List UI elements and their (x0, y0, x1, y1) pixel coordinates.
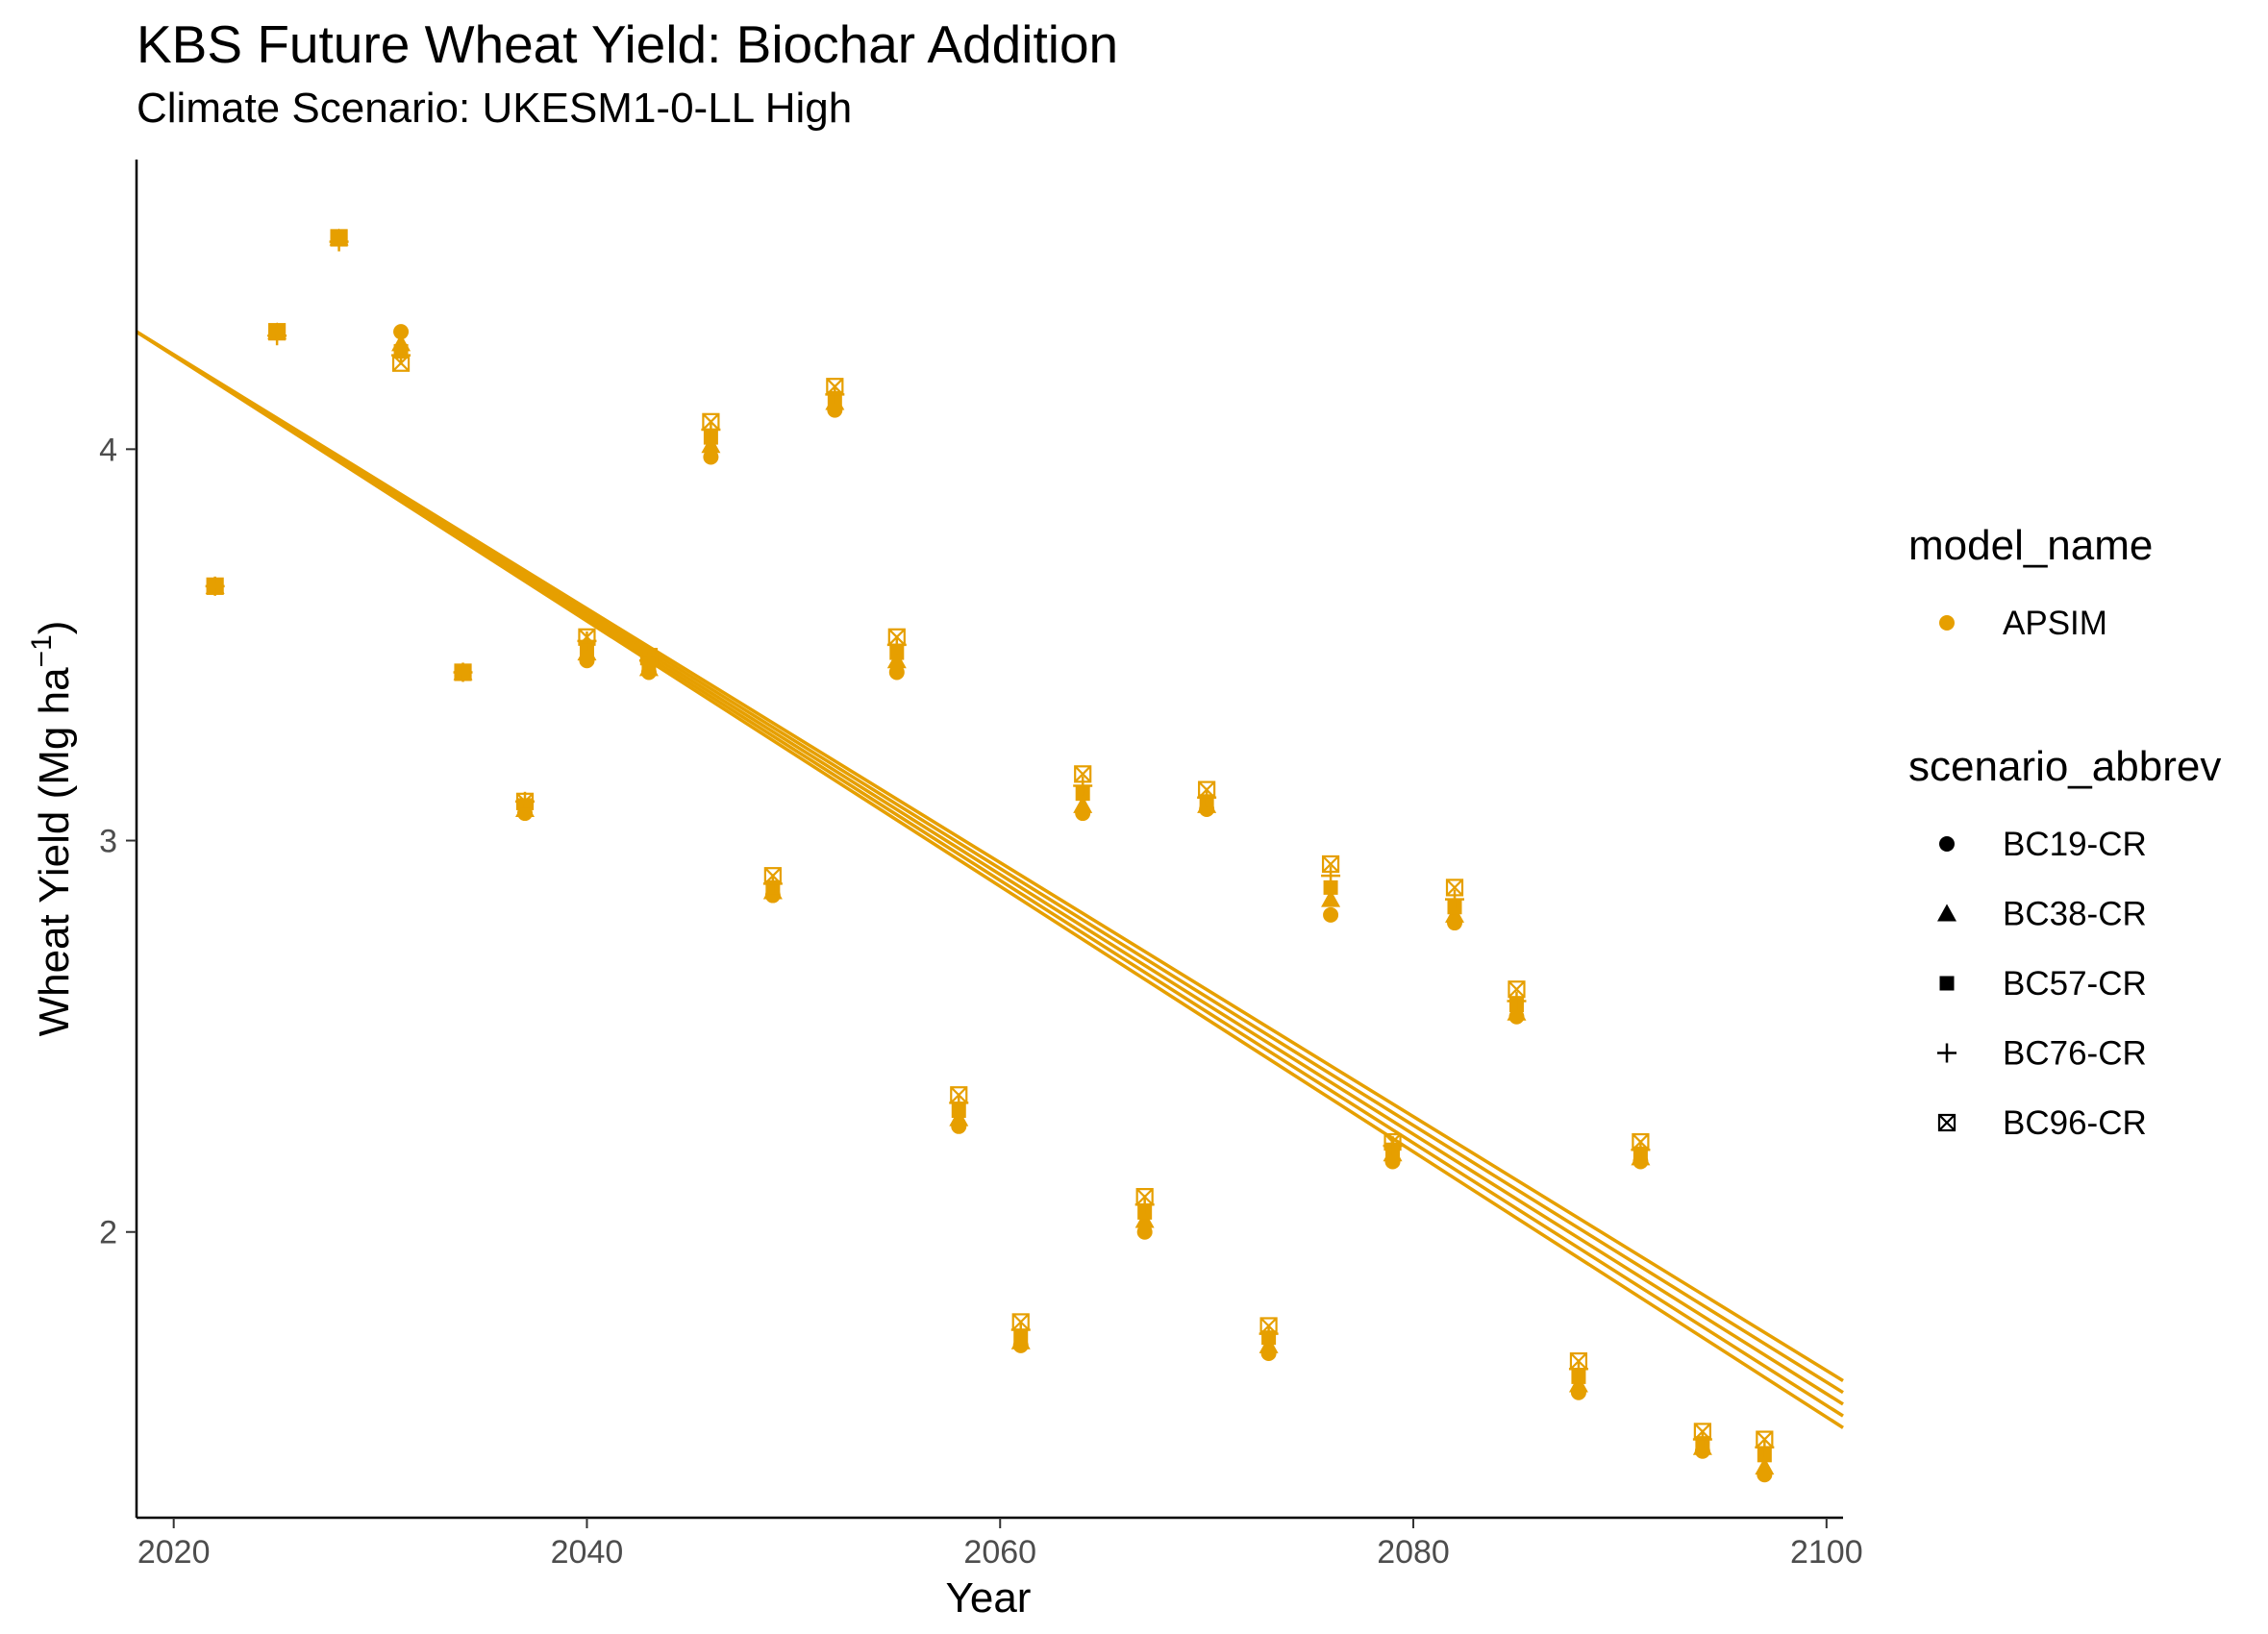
legend-color-entry: APSIM (1939, 605, 2107, 642)
data-point-bc96-cr (1135, 1187, 1154, 1206)
data-point-bc96-cr (1508, 980, 1526, 999)
legend-shape-key-circle (1939, 836, 1955, 852)
data-point-bc76-cr (267, 326, 287, 346)
data-point-bc96-cr (330, 229, 348, 247)
data-point-bc96-cr (1632, 1132, 1650, 1151)
data-point-bc96-cr (1074, 765, 1092, 783)
data-point-bc96-cr (1693, 1423, 1711, 1441)
data-point-bc96-cr (639, 648, 659, 666)
data-point-bc96-cr (391, 354, 411, 372)
data-point-bc19-cr (1323, 906, 1339, 923)
legend-shape-label: BC19-CR (2003, 826, 2147, 863)
data-point-bc19-cr (1136, 1224, 1153, 1240)
x-tick-label: 2020 (137, 1534, 211, 1571)
y-axis-title-close: ) (31, 621, 78, 635)
data-point-bc96-cr (1011, 1313, 1030, 1331)
chart-title: KBS Future Wheat Yield: Biochar Addition (137, 14, 1119, 74)
tick-labels: 2020 2040 2060 2080 2100 2 3 4 (99, 432, 1863, 1571)
data-point-bc96-cr (206, 577, 224, 595)
data-point-bc96-cr (1259, 1317, 1278, 1335)
legend-shape-entry: BC76-CR (1937, 1035, 2147, 1073)
data-point-bc96-cr (1198, 780, 1216, 799)
data-point-bc96-cr (1445, 879, 1464, 897)
data-point-bc76-cr (1321, 866, 1341, 886)
axes (135, 160, 1843, 1520)
legend-shape-entry: BC96-CR (1937, 1104, 2147, 1142)
data-point-bc96-cr (1383, 1132, 1402, 1151)
legend-shape-label: BC57-CR (2003, 965, 2147, 1003)
legend: model_name APSIM scenario_abbrev BC19-CR… (1908, 522, 2221, 1142)
x-tick-label: 2040 (551, 1534, 624, 1571)
x-tick-label: 2060 (963, 1534, 1036, 1571)
legend-shape-title: scenario_abbrev (1908, 743, 2221, 790)
legend-shape-entry: BC57-CR (1939, 965, 2147, 1003)
data-point-bc76-cr (1507, 991, 1527, 1011)
legend-shape-entry: BC38-CR (1937, 896, 2147, 933)
data-point-bc76-cr (1445, 889, 1465, 909)
data-point-bc96-cr (702, 412, 720, 431)
data-point-bc19-cr (888, 664, 905, 681)
y-axis-title-superscript: −1 (26, 634, 58, 667)
data-point-bc38-cr (1755, 1457, 1775, 1475)
legend-shape-key-plus (1937, 1043, 1956, 1063)
y-axis-title: Wheat Yield (Mg ha−1) (26, 621, 78, 1037)
data-point-bc76-cr (577, 631, 597, 651)
legend-color-title: model_name (1908, 522, 2153, 569)
y-tick-label: 3 (99, 824, 117, 860)
x-axis-title: Year (946, 1574, 1032, 1622)
x-tick-label: 2080 (1377, 1534, 1450, 1571)
data-point-bc96-cr (1569, 1352, 1588, 1371)
legend-shape-entries: BC19-CR BC38-CR BC57-CR BC76-CR BC96-CR (1937, 826, 2147, 1142)
legend-shape-entry: BC19-CR (1939, 826, 2147, 863)
data-point-bc38-cr (1321, 889, 1341, 907)
trend-lines (136, 330, 1844, 1429)
data-point-bc96-cr (887, 628, 906, 646)
y-tick-label: 4 (99, 432, 117, 468)
data-point-bc96-cr (454, 663, 472, 681)
data-point-bc96-cr (1321, 854, 1340, 874)
data-point-bc96-cr (1756, 1430, 1774, 1448)
data-point-bc57-cr (1323, 879, 1338, 895)
data-point-bc76-cr (1383, 1136, 1403, 1156)
legend-shape-label: BC96-CR (2003, 1104, 2147, 1142)
x-tick-label: 2100 (1790, 1534, 1863, 1571)
data-points (205, 228, 1775, 1483)
data-point-bc96-cr (268, 323, 287, 341)
data-point-bc76-cr (329, 232, 349, 252)
y-tick-label: 2 (99, 1215, 117, 1251)
data-point-bc38-cr (1073, 795, 1093, 813)
legend-shape-key-square (1939, 976, 1955, 991)
legend-shape-key-boxed-x (1937, 1113, 1956, 1132)
legend-color-key (1939, 615, 1955, 631)
data-point-bc96-cr (826, 378, 844, 396)
data-point-bc76-cr (1073, 776, 1093, 796)
legend-shape-label: BC38-CR (2003, 896, 2147, 933)
data-point-bc96-cr (763, 867, 782, 885)
trend-line-bc96-cr (136, 330, 1844, 1382)
legend-shape-key-triangle (1937, 904, 1956, 922)
y-axis-title-main: Wheat Yield (Mg ha (31, 667, 78, 1036)
legend-color-entries: APSIM (1939, 605, 2107, 642)
data-point-bc19-cr (703, 449, 719, 465)
data-point-bc19-cr (393, 324, 410, 340)
data-point-bc96-cr (578, 628, 596, 646)
data-point-bc96-cr (950, 1086, 968, 1104)
legend-shape-label: BC76-CR (2003, 1035, 2147, 1073)
data-point-bc96-cr (515, 792, 535, 810)
data-point-bc76-cr (638, 651, 659, 671)
chart-subtitle: Climate Scenario: UKESM1-0-LL High (137, 85, 853, 132)
legend-color-label: APSIM (2003, 605, 2107, 642)
